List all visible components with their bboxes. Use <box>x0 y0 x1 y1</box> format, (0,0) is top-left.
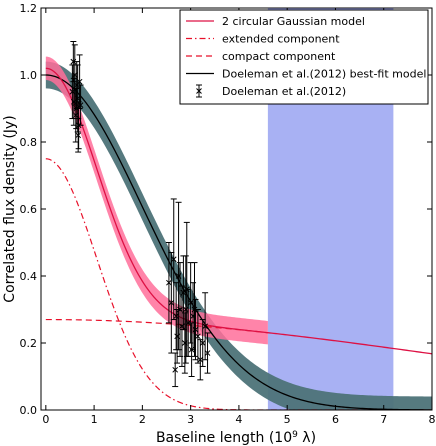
x-axis-label-exponent: 9 <box>292 430 298 440</box>
x-marker <box>70 58 77 65</box>
y-axis-label: Correlated flux density (Jy) <box>2 115 18 302</box>
x-marker <box>172 366 179 373</box>
observation-point <box>174 309 181 364</box>
x-axis-label: Baseline length (109 λ) <box>156 430 316 446</box>
legend-label: compact component <box>222 50 336 63</box>
x-tick-label: 6 <box>332 413 339 426</box>
y-tick-label: 0.4 <box>20 270 38 283</box>
x-tick-label: 2 <box>139 413 146 426</box>
legend-label: extended component <box>222 33 340 46</box>
x-marker <box>76 78 83 85</box>
y-tick-label: 0.8 <box>20 136 38 149</box>
legend-entry: Doeleman et al.(2012) best-fit model <box>186 68 426 81</box>
x-marker <box>192 326 199 333</box>
observation-point <box>75 118 82 153</box>
x-tick-label: 7 <box>380 413 387 426</box>
observation-point <box>182 255 189 364</box>
legend-x-marker <box>196 88 202 94</box>
x-marker <box>202 323 208 330</box>
y-tick-label: 1.0 <box>20 69 38 82</box>
y-tick-label: 0.2 <box>20 337 38 350</box>
x-marker <box>204 350 211 356</box>
legend-label: 2 circular Gaussian model <box>222 15 365 28</box>
observation-point <box>202 292 209 361</box>
legend-entry: extended component <box>186 33 340 46</box>
observation-point <box>194 309 201 364</box>
x-tick-label: 3 <box>187 413 194 426</box>
observation-point <box>183 221 190 357</box>
x-marker <box>166 279 172 286</box>
two-gauss-model-line <box>45 67 432 355</box>
two-gauss-model-band <box>45 56 268 345</box>
x-marker <box>195 333 201 340</box>
x-marker <box>182 306 189 313</box>
x-tick-label: 4 <box>235 413 242 426</box>
x-marker <box>75 132 82 139</box>
legend-entry: 2 circular Gaussian model <box>186 15 365 28</box>
x-marker <box>77 102 84 109</box>
x-tick-label: 1 <box>91 413 98 426</box>
x-marker <box>168 299 175 306</box>
x-tick-label: 0 <box>42 413 49 426</box>
x-marker <box>170 256 177 263</box>
legend-entry: Doeleman et al.(2012) <box>196 84 346 98</box>
legend-label: Doeleman et al.(2012) best-fit model <box>222 68 426 81</box>
doeleman-model-line <box>45 74 432 410</box>
x-marker <box>183 286 190 293</box>
x-marker <box>187 299 194 306</box>
axes: 0 1 2 3 4 5 6 7 8 0.0 0.2 0.4 0.6 0.8 1.0 1.2 <box>20 2 436 426</box>
legend-entry: compact component <box>186 50 336 63</box>
y-tick-label: 1.2 <box>20 2 38 15</box>
observation-point <box>70 41 77 83</box>
x-axis-label-tail: λ) <box>298 430 316 446</box>
legend-box <box>179 9 429 105</box>
x-tick-label: 5 <box>284 413 291 426</box>
observation-point <box>77 84 84 126</box>
observation-point <box>172 352 179 388</box>
legend: 2 circular Gaussian model extended compon… <box>179 9 429 105</box>
x-marker <box>173 313 180 320</box>
x-marker <box>191 306 198 313</box>
x-marker <box>73 105 80 112</box>
doeleman-model-band <box>45 61 432 410</box>
x-marker <box>199 340 206 346</box>
x-tick-label: 8 <box>429 413 436 426</box>
observation-point <box>191 262 198 357</box>
legend-label: Doeleman et al.(2012) <box>222 85 346 98</box>
y-tick-label: 0.6 <box>20 203 38 216</box>
observation-point <box>76 54 83 109</box>
y-tick-label: 0.0 <box>20 404 38 417</box>
x-marker <box>197 356 204 363</box>
